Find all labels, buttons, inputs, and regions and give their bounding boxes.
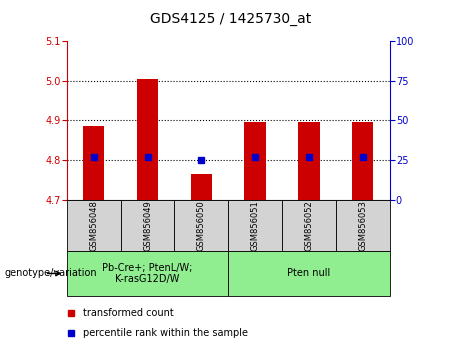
Text: transformed count: transformed count: [83, 308, 174, 318]
Bar: [121, 200, 174, 251]
Bar: [244, 122, 266, 200]
Bar: [190, 174, 212, 200]
Bar: [83, 126, 105, 200]
Bar: [282, 200, 336, 251]
Bar: [298, 122, 319, 200]
Bar: [67, 200, 121, 251]
Bar: [174, 200, 228, 251]
Text: Pb-Cre+; PtenL/W;
K-rasG12D/W: Pb-Cre+; PtenL/W; K-rasG12D/W: [102, 263, 193, 284]
Bar: [228, 251, 390, 296]
Bar: [137, 79, 158, 200]
Bar: [352, 122, 373, 200]
Text: Pten null: Pten null: [287, 268, 331, 279]
Text: genotype/variation: genotype/variation: [5, 268, 97, 279]
Text: GSM856049: GSM856049: [143, 200, 152, 251]
Text: GSM856051: GSM856051: [251, 200, 260, 251]
Bar: [336, 200, 390, 251]
Text: GSM856050: GSM856050: [197, 200, 206, 251]
Text: percentile rank within the sample: percentile rank within the sample: [83, 328, 248, 338]
Bar: [228, 200, 282, 251]
Text: GSM856048: GSM856048: [89, 200, 98, 251]
Text: GSM856052: GSM856052: [304, 200, 313, 251]
Text: GDS4125 / 1425730_at: GDS4125 / 1425730_at: [150, 12, 311, 27]
Text: GSM856053: GSM856053: [358, 200, 367, 251]
Bar: [67, 251, 228, 296]
